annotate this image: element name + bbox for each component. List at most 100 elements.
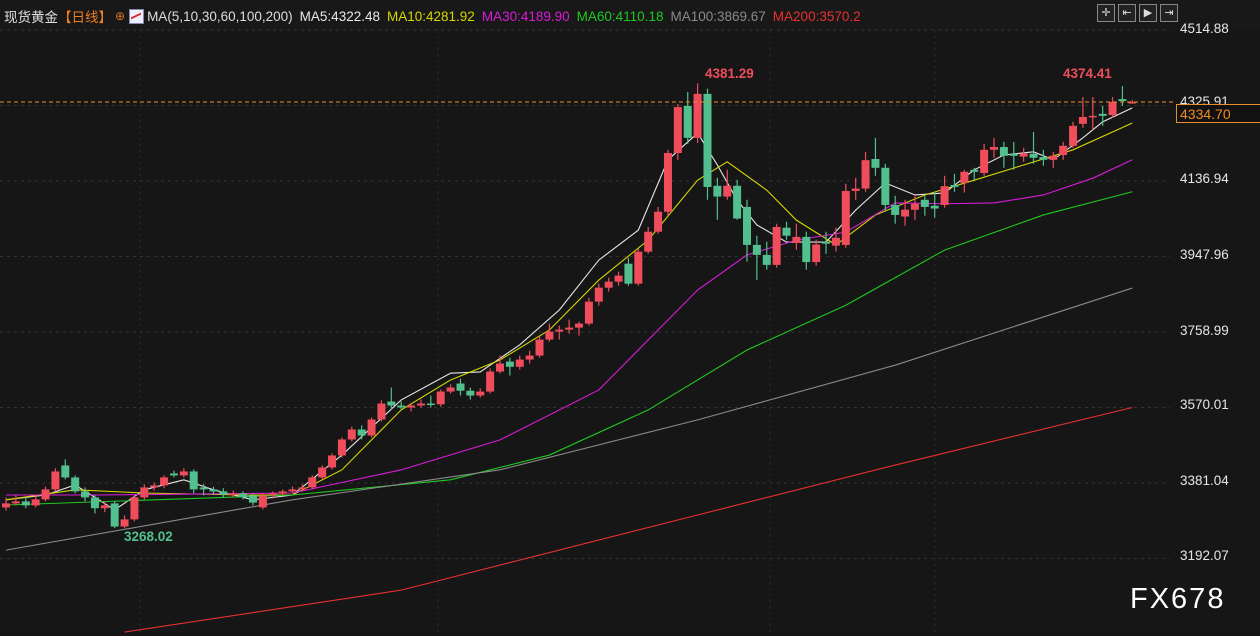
candle-body: [683, 105, 692, 138]
candle-down: [970, 167, 979, 180]
y-tick: 3570.01: [1180, 397, 1229, 412]
ma-params[interactable]: MA(5,10,30,60,100,200): [147, 8, 293, 24]
candle-body: [555, 329, 564, 332]
candle-body: [575, 323, 584, 328]
go-latest-icon[interactable]: ⇥: [1160, 4, 1178, 22]
crosshair-circle-icon[interactable]: ⊕: [115, 9, 126, 23]
candle-up: [308, 475, 317, 490]
ma30-line: [6, 159, 1133, 496]
candle-body: [2, 503, 10, 508]
ma5-value: MA5:4322.48: [299, 8, 380, 24]
moving-averages: [5, 107, 1133, 633]
candle-body: [515, 359, 524, 367]
candle-body: [100, 505, 109, 509]
candle-down: [110, 501, 119, 529]
candle-up: [1108, 97, 1117, 118]
candle-up: [100, 501, 109, 513]
y-tick: 3758.99: [1180, 323, 1229, 338]
zoom-range-icon[interactable]: ⇤: [1118, 4, 1136, 22]
candle-up: [663, 149, 672, 216]
candle-body: [762, 254, 771, 265]
ma60-value: MA60:4110.18: [576, 8, 664, 24]
y-tick: 4514.88: [1180, 21, 1229, 36]
candle-body: [130, 497, 139, 520]
candle-body: [654, 211, 663, 232]
candle-body: [733, 185, 742, 219]
candle-up: [298, 484, 307, 492]
candle-down: [209, 486, 218, 495]
candle-body: [970, 169, 979, 172]
candle-down: [999, 141, 1008, 168]
candle-down: [466, 387, 475, 400]
candle-down: [1039, 149, 1048, 166]
candle-up: [535, 336, 544, 358]
candle-up: [584, 297, 593, 326]
ma100-value: MA100:3869.67: [670, 8, 766, 24]
candle-down: [249, 493, 257, 506]
candle-body: [71, 477, 80, 492]
candle-up: [555, 325, 564, 340]
candle-up: [1078, 97, 1087, 128]
candle-body: [387, 401, 396, 406]
candle-up: [851, 177, 860, 200]
candle-body: [407, 405, 416, 408]
candle-up: [1128, 99, 1137, 104]
candle-up: [545, 323, 554, 342]
candle-up: [841, 183, 850, 248]
candle-up: [1049, 151, 1058, 168]
candle-body: [624, 263, 633, 284]
candle-body: [792, 236, 801, 243]
candle-up: [51, 468, 60, 492]
candle-up: [614, 271, 623, 286]
candle-down: [624, 257, 633, 286]
candle-body: [357, 429, 366, 436]
candle-body: [110, 503, 119, 527]
candle-body: [337, 439, 346, 456]
candle-body: [456, 383, 465, 391]
candle-body: [1078, 117, 1087, 124]
crosshair-icon[interactable]: ✛: [1097, 4, 1115, 22]
candle-body: [505, 361, 514, 367]
candle-down: [21, 497, 30, 509]
candle-body: [278, 491, 287, 494]
candle-up: [11, 495, 20, 506]
candle-up: [1059, 141, 1068, 160]
chart-header: 现货黄金 【日线】 ⊕ MA(5,10,30,60,100,200) MA5:4…: [0, 0, 1260, 30]
candle-body: [486, 371, 495, 392]
ma200-value: MA200:3570.2: [772, 8, 861, 24]
candle-body: [1009, 153, 1018, 156]
candle-down: [743, 199, 751, 262]
candle-body: [614, 275, 623, 282]
ma-indicator-icon[interactable]: [129, 8, 145, 24]
play-icon[interactable]: ▶: [1139, 4, 1157, 22]
candle-body: [999, 147, 1008, 156]
candle-down: [505, 357, 514, 376]
candle-body: [1039, 157, 1048, 160]
candle-up: [575, 321, 584, 336]
candle-body: [41, 489, 50, 500]
candle-up: [565, 319, 574, 334]
ma100-line: [5, 287, 1133, 551]
candle-up: [861, 151, 870, 192]
candle-body: [446, 387, 455, 392]
candle-body: [752, 244, 761, 255]
candle-up: [1069, 121, 1078, 148]
candle-up: [130, 495, 139, 522]
candle-up: [347, 426, 356, 442]
candle-up: [179, 468, 188, 478]
period-selector[interactable]: 【日线】: [58, 10, 112, 25]
candle-body: [140, 487, 149, 498]
candle-body: [980, 149, 989, 173]
candle-up: [594, 283, 603, 306]
candle-body: [209, 489, 218, 492]
candle-down: [802, 231, 811, 270]
candle-up: [377, 400, 386, 422]
candle-body: [881, 167, 890, 205]
candle-down: [357, 425, 366, 440]
candle-up: [318, 465, 327, 480]
candle-down: [881, 163, 890, 212]
candle-up: [812, 239, 821, 266]
candle-up: [41, 486, 50, 502]
candle-down: [426, 395, 435, 408]
